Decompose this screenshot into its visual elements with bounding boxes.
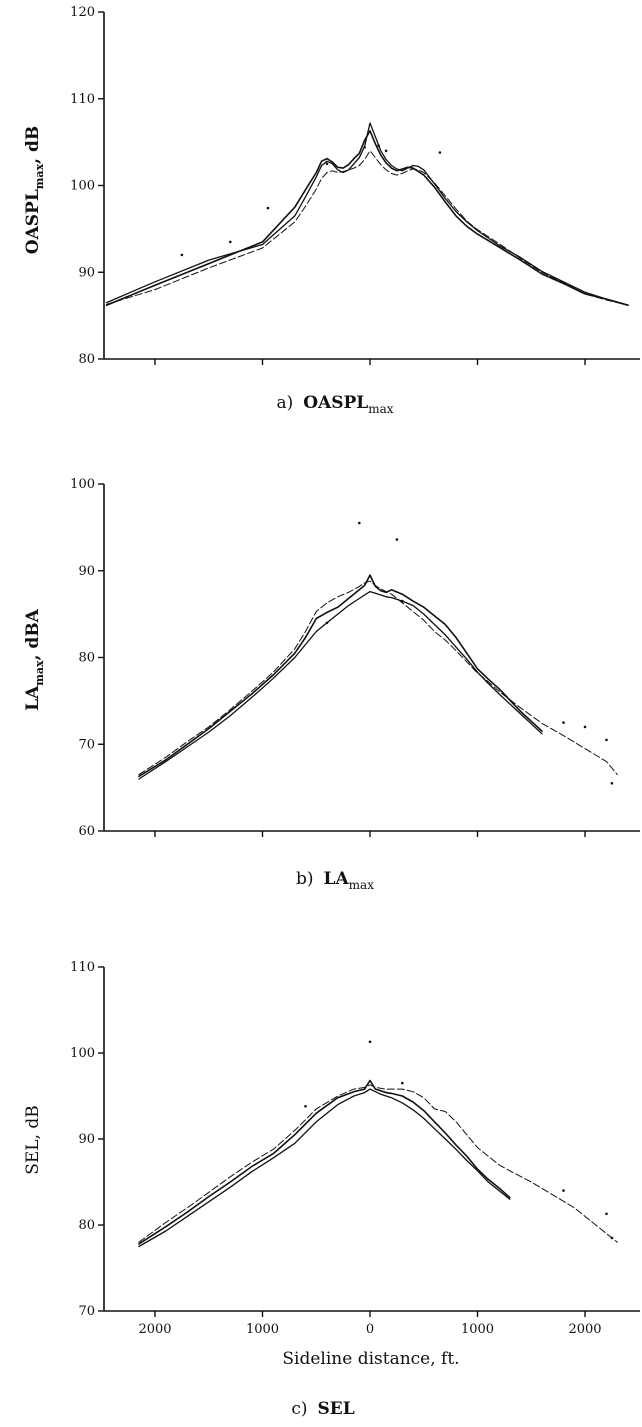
y-axis-title: LAmax, dBA: [23, 608, 46, 711]
y-axis-title: SEL, dB: [23, 1105, 43, 1175]
y-tick-label: 100: [70, 477, 95, 492]
panel-caption: b) LAmax: [296, 869, 374, 892]
x-ticks: [154, 359, 586, 365]
data-point: [368, 1040, 372, 1044]
data-marks: [105, 122, 629, 307]
x-tick-label: 2000: [138, 1322, 171, 1337]
y-tick-label: 70: [78, 737, 95, 752]
y-ticks: 80 90 100 110 120: [70, 5, 104, 367]
series-line-1: [105, 130, 629, 307]
data-point: [384, 149, 388, 153]
panel-caption: c) SEL: [291, 1399, 354, 1419]
series-line-2: [138, 590, 543, 780]
panel-a-oaspl-max: 80 90 100 110 120 OASPLmax, dB a) OASPLmax: [23, 5, 640, 416]
data-marks: [138, 521, 618, 785]
series-line-3: [138, 580, 618, 776]
x-ticks: 2000 1000 0 1000 2000: [138, 1311, 602, 1337]
x-tick-label: 0: [366, 1322, 374, 1337]
y-tick-label: 100: [70, 179, 95, 194]
series-line-2: [138, 1088, 511, 1248]
data-point: [325, 162, 329, 166]
y-tick-label: 90: [78, 265, 95, 280]
y-axis-title: OASPLmax, dB: [23, 126, 46, 254]
data-point: [180, 253, 184, 257]
x-ticks: [154, 831, 586, 837]
data-point: [562, 1189, 565, 1192]
y-tick-label: 90: [78, 1132, 95, 1147]
y-tick-label: 100: [70, 1046, 95, 1061]
y-tick-label: 80: [78, 651, 95, 666]
panel-caption: a) OASPLmax: [276, 393, 393, 416]
data-point: [363, 146, 366, 149]
data-point: [401, 599, 404, 603]
series-line-1: [138, 1079, 511, 1245]
data-point: [610, 1236, 614, 1240]
data-point: [266, 206, 270, 210]
y-tick-label: 110: [70, 92, 95, 107]
data-point: [358, 521, 361, 525]
x-axis-title: Sideline distance, ft.: [282, 1349, 459, 1369]
y-tick-label: 70: [78, 1304, 95, 1319]
series-line-1: [138, 574, 543, 778]
y-tick-label: 110: [70, 960, 95, 975]
data-point: [229, 240, 232, 244]
data-point: [438, 151, 442, 154]
x-tick-label: 1000: [461, 1322, 494, 1337]
y-tick-label: 90: [78, 564, 95, 579]
y-ticks: 60 70 80 90 100: [70, 477, 104, 839]
panel-b-la-max: 60 70 80 90 100 LAmax, dBA b) LAmax: [23, 477, 640, 892]
y-tick-label: 60: [78, 824, 95, 839]
series-line-3: [138, 1084, 618, 1243]
data-point: [605, 738, 608, 742]
panel-c-sel: 70 80 90 100 110 2000 1000 0 1000 2000 SEL, dB S…: [23, 960, 640, 1419]
series-line-3: [106, 150, 629, 306]
x-tick-label: 2000: [568, 1322, 601, 1337]
data-point: [610, 782, 614, 785]
y-tick-label: 120: [70, 5, 95, 20]
data-point: [401, 1081, 404, 1085]
series-line-2: [105, 122, 629, 306]
data-point: [562, 721, 565, 724]
data-point: [395, 538, 399, 541]
y-tick-label: 80: [78, 1218, 95, 1233]
data-marks: [138, 1040, 618, 1248]
data-point: [583, 725, 587, 729]
y-ticks: 70 80 90 100 110: [70, 960, 104, 1319]
data-point: [377, 144, 380, 147]
data-point: [605, 1212, 608, 1216]
data-point: [325, 621, 329, 625]
x-tick-label: 1000: [246, 1322, 279, 1337]
data-point: [304, 1105, 307, 1108]
y-tick-label: 80: [78, 352, 95, 367]
